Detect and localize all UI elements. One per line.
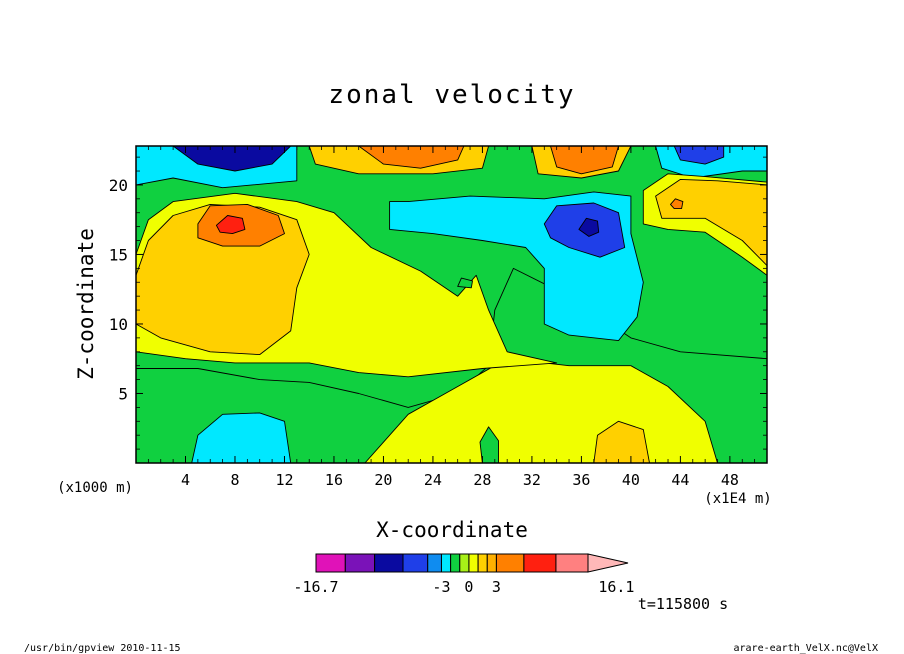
colorbar-extension xyxy=(587,553,629,573)
contour-region-4 xyxy=(358,146,465,169)
contour-fields xyxy=(136,146,767,463)
contour-region-12 xyxy=(479,426,499,463)
footer-program: /usr/bin/gpview 2010-11-15 xyxy=(24,643,181,654)
contour-region-20 xyxy=(578,217,600,237)
x-tick-label: 32 xyxy=(523,471,541,489)
x-unit-right: (x1E4 m) xyxy=(704,491,771,507)
x-tick-label: 48 xyxy=(721,471,739,489)
colorbar-label: 3 xyxy=(492,578,501,596)
contour-region-6 xyxy=(550,146,619,175)
contour-region-24 xyxy=(670,198,684,210)
colorbar-label: 16.1 xyxy=(598,578,634,596)
colorbar-band xyxy=(468,553,479,573)
contour-region-11 xyxy=(191,412,292,463)
time-annotation: t=115800 s xyxy=(638,595,728,613)
y-tick-label: 20 xyxy=(109,176,128,195)
x-tick-label: 16 xyxy=(325,471,343,489)
colorbar-band xyxy=(459,553,470,573)
plot-area xyxy=(135,145,768,464)
y-tick-label: 15 xyxy=(109,245,128,264)
colorbar-band xyxy=(495,553,525,573)
colorbar-labels: -16.7 -3 0 3 16.1 xyxy=(293,578,634,596)
colorbar-band xyxy=(523,553,557,573)
contour-region-13 xyxy=(593,420,650,463)
y-tick-label: 5 xyxy=(118,384,128,403)
y-axis: 5 10 15 20 xyxy=(109,156,767,450)
contour-region-21 xyxy=(457,277,473,289)
colorbar-label: -16.7 xyxy=(293,578,338,596)
colorbar-band xyxy=(374,553,404,573)
x-tick-label: 12 xyxy=(275,471,293,489)
x-unit-left: (x1000 m) xyxy=(57,480,133,496)
colorbar-band xyxy=(402,553,429,573)
x-tick-label: 4 xyxy=(181,471,190,489)
contour-region-8 xyxy=(673,146,725,165)
chart-title: zonal velocity xyxy=(328,80,575,110)
y-axis-label: Z-coordinate xyxy=(74,228,98,380)
x-tick-label: 20 xyxy=(374,471,392,489)
colorbar-band xyxy=(427,553,442,573)
x-axis-label: X-coordinate xyxy=(376,518,528,542)
footer-source: arare-earth_VelX.nc@VelX xyxy=(734,643,879,654)
colorbar-band xyxy=(315,553,346,573)
colorbar-band xyxy=(486,553,497,573)
colorbar-label: 0 xyxy=(464,578,473,596)
x-tick-label: 8 xyxy=(230,471,239,489)
colorbar-band xyxy=(344,553,376,573)
x-tick-label: 40 xyxy=(622,471,640,489)
x-tick-label: 44 xyxy=(671,471,689,489)
contour-region-23 xyxy=(655,178,767,267)
colorbar-band xyxy=(555,553,589,573)
contour-region-2 xyxy=(172,146,292,172)
plot-frame xyxy=(135,145,768,464)
colorbar xyxy=(315,553,629,573)
colorbar-label: -3 xyxy=(432,578,450,596)
contour-region-17 xyxy=(215,215,246,235)
colorbar-band xyxy=(477,553,488,573)
x-axis: 4 8 12 16 20 24 28 32 36 40 44 48 xyxy=(147,146,756,489)
colorbar-band xyxy=(440,553,452,573)
x-tick-label: 24 xyxy=(424,471,442,489)
x-tick-label: 28 xyxy=(473,471,491,489)
colorbar-band xyxy=(450,553,461,573)
y-tick-label: 10 xyxy=(109,315,128,334)
x-tick-label: 36 xyxy=(572,471,590,489)
